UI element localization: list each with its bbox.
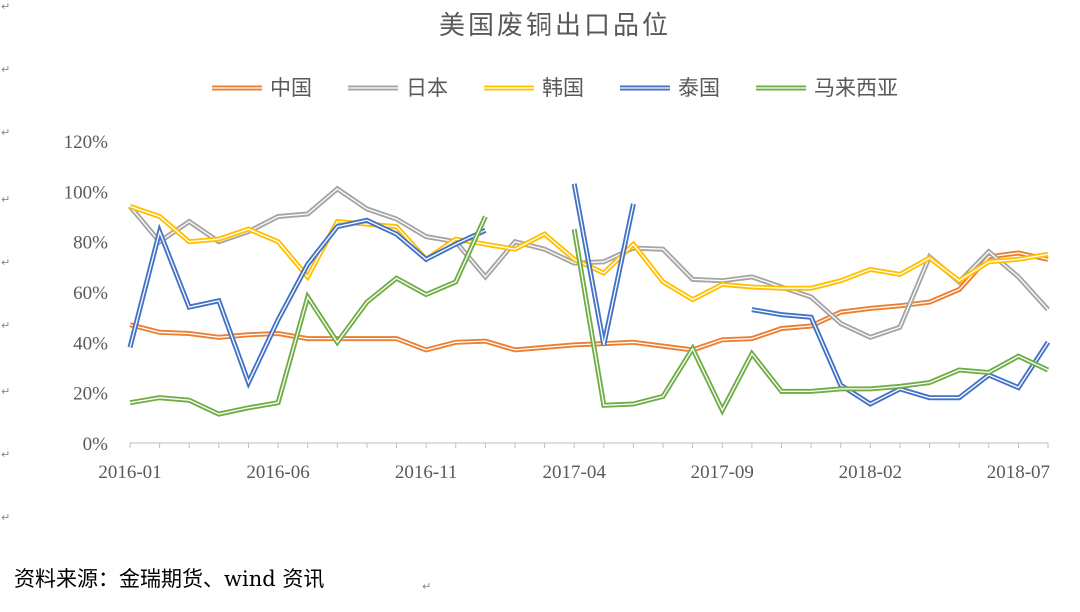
return-marks: ↵ ↵ ↵ ↵ ↵ ↵ ↵ ↵ ↵ ↵ — [1, 0, 431, 593]
legend-item: 中国 — [212, 76, 312, 100]
legend-label: 中国 — [270, 76, 312, 100]
return-mark: ↵ — [1, 0, 10, 13]
legend-label: 日本 — [406, 76, 448, 100]
legend: 中国 日本 韩国 泰国 马来西亚 — [212, 76, 898, 100]
x-tick-label: 2018-02 — [839, 462, 902, 483]
legend-label: 泰国 — [678, 76, 720, 100]
return-mark: ↵ — [1, 126, 10, 139]
x-tick-label: 2016-11 — [395, 462, 458, 483]
legend-label: 马来西亚 — [814, 76, 898, 100]
chart-title: 美国废铜出口品位 — [439, 11, 671, 41]
return-mark: ↵ — [422, 580, 431, 593]
y-tick-label: 40% — [73, 333, 108, 354]
y-tick-label: 20% — [73, 384, 108, 405]
x-tick-label: 2016-01 — [98, 462, 161, 483]
y-axis: 0% 20% 40% 60% 80% 100% 120% — [64, 132, 109, 455]
y-tick-label: 60% — [73, 283, 108, 304]
y-tick-label: 100% — [64, 182, 109, 203]
series-line-inner — [573, 183, 635, 346]
legend-label: 韩国 — [542, 76, 584, 100]
return-mark: ↵ — [1, 193, 10, 206]
series-line-inner — [129, 219, 486, 385]
legend-item: 泰国 — [620, 76, 720, 100]
return-mark: ↵ — [1, 511, 10, 524]
y-tick-label: 80% — [73, 233, 108, 254]
series-line-inner — [129, 252, 1049, 351]
legend-item: 马来西亚 — [756, 76, 898, 100]
x-tick-label: 2018-07 — [987, 462, 1050, 483]
x-axis: 2016-01 2016-06 2016-11 2017-04 2017-09 2018-… — [98, 442, 1050, 483]
return-mark: ↵ — [1, 385, 10, 398]
x-tick-label: 2016-06 — [246, 462, 309, 483]
return-mark: ↵ — [1, 256, 10, 269]
return-mark: ↵ — [1, 319, 10, 332]
series-layer — [127, 183, 1051, 417]
source-note: 资料来源：金瑞期货、wind 资讯 — [14, 567, 324, 591]
series-line-inner — [129, 216, 486, 415]
x-tick-label: 2017-09 — [691, 462, 754, 483]
return-mark: ↵ — [1, 63, 10, 76]
x-tick-label: 2017-04 — [543, 462, 607, 483]
return-mark: ↵ — [1, 448, 10, 461]
y-tick-label: 0% — [83, 434, 109, 455]
y-tick-label: 120% — [64, 132, 109, 153]
series-line-inner — [573, 228, 1049, 412]
series-line — [129, 215, 488, 417]
legend-item: 韩国 — [484, 76, 584, 100]
legend-item: 日本 — [348, 76, 448, 100]
